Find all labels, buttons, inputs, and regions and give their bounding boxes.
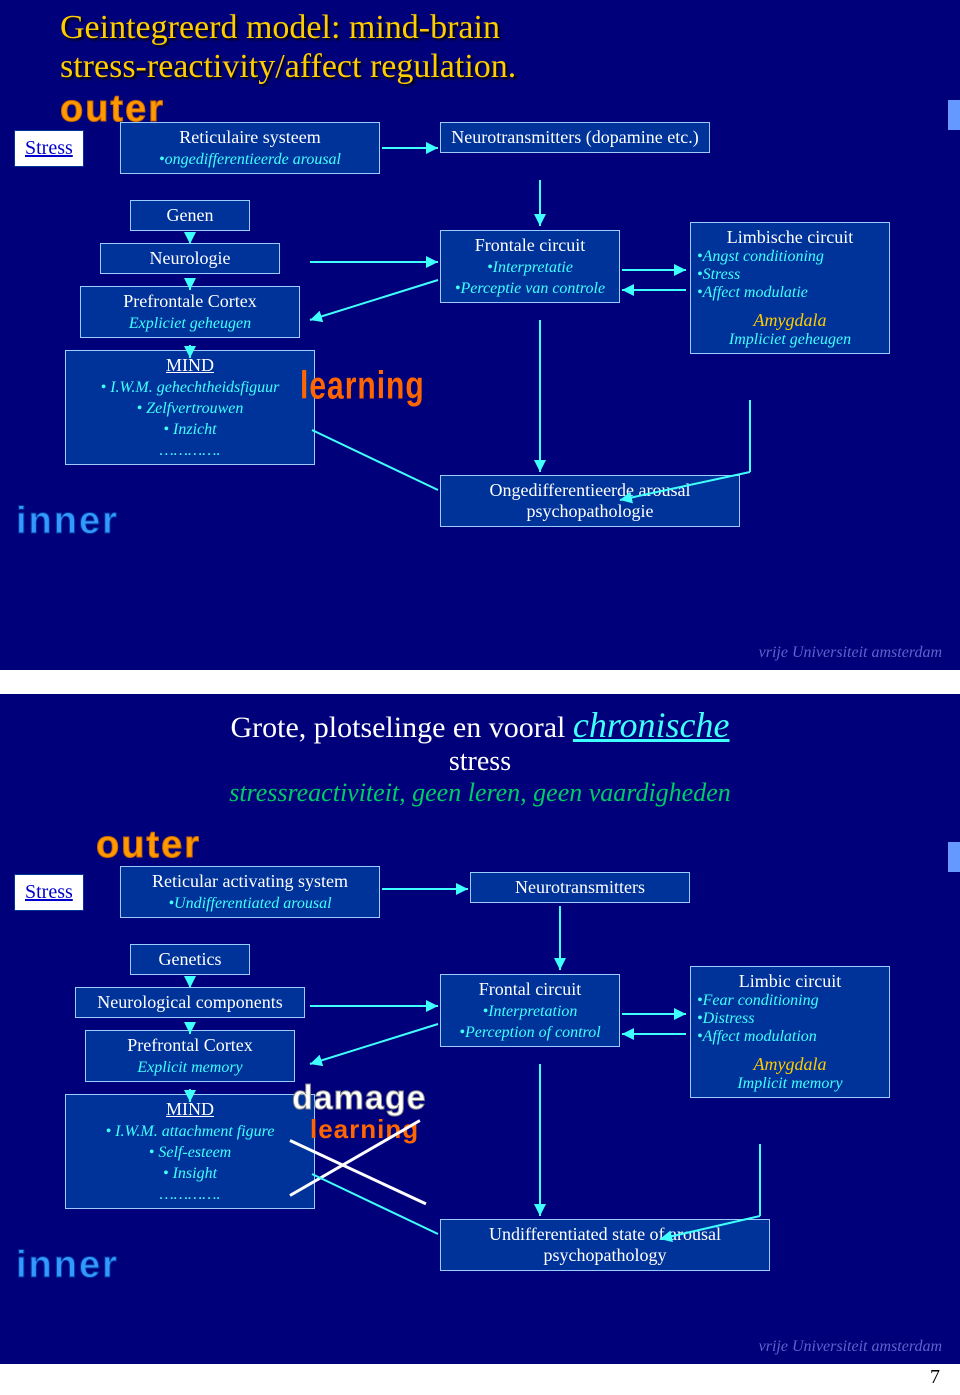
iwm-2: • I.W.M. attachment figure [106,1123,275,1140]
limbic-title: Limbische circuit [727,227,853,247]
reticular2-l2: •Undifferentiated arousal [168,895,331,912]
limbic-box: Limbische circuit •Angst conditioning •S… [690,222,890,354]
frontal2-b2: •Perception of control [459,1024,600,1041]
t2-chron: chronische [573,705,730,745]
right-accent-bar-2 [948,842,960,872]
genetics-box: Genetics [130,944,250,975]
right-accent-bar [948,100,960,130]
neurologie-box: Neurologie [100,243,280,274]
pfc-box: Prefrontale Cortex Expliciet geheugen [80,286,300,338]
outer-label-2: outer [96,824,201,867]
reticular-box: Reticulaire systeem •ongedifferentieerde… [120,122,380,174]
title-line2: stress-reactivity/affect regulation. [60,48,516,85]
mind-box-2: MIND • I.W.M. attachment figure • Self-e… [65,1094,315,1209]
limbic2-b2: •Distress [697,1010,883,1028]
inner-label: inner [16,500,119,543]
insight: • Inzicht [163,421,216,438]
page-number: 7 [930,1366,940,1389]
footer-logo: vrije Universiteit amsterdam [759,644,942,662]
t2-l1: Grote, plotselinge en vooral chronische [230,711,729,744]
frontal2-b1: •Interpretation [483,1003,578,1020]
title-line1: Geintegreerd model: mind-brain [60,9,500,46]
reticular-box-2: Reticular activating system •Undifferent… [120,866,380,918]
limbic-b3: •Affect modulatie [697,284,883,302]
slide-2: Grote, plotselinge en vooral chronische … [0,694,960,1364]
slide2-title: Grote, plotselinge en vooral chronische … [60,704,900,808]
implicit: Impliciet geheugen [697,331,883,349]
damage-label: damage [292,1079,427,1118]
neurotransmitters-box-2: Neurotransmitters [470,872,690,903]
iwm: • I.W.M. gehechtheidsfiguur [101,379,280,396]
pfc-l1: Prefrontale Cortex [123,291,256,311]
reticular-l1: Reticulaire systeem [179,127,320,147]
slide-1: Geintegreerd model: mind-brain stress-re… [0,0,960,670]
genen-box: Genen [130,200,250,231]
stress-box: Stress [14,130,84,167]
pfc2-l2: Explicit memory [137,1059,242,1076]
arousal-box: Ongedifferentieerde arousal psychopathol… [440,475,740,527]
limbic2-title: Limbic circuit [739,971,841,991]
left-stack-2: Genetics Neurological components Prefron… [60,944,320,1209]
amygdala: Amygdala [697,310,883,331]
learning-label: learning [300,365,425,409]
dots: …………. [160,442,221,459]
reticular2-l1: Reticular activating system [152,871,348,891]
t2-l1a: Grote, plotselinge en vooral [230,711,572,744]
frontal-b2: •Perceptie van controle [455,280,605,297]
pfc2-l1: Prefrontal Cortex [127,1035,252,1055]
mind-box: MIND • I.W.M. gehechtheidsfiguur • Zelfv… [65,350,315,465]
limbic2-b1: •Fear conditioning [697,992,883,1010]
amygdala-2: Amygdala [697,1054,883,1075]
implicit-2: Implicit memory [697,1075,883,1093]
limbic-box-2: Limbic circuit •Fear conditioning •Distr… [690,966,890,1098]
limbic-b1: •Angst conditioning [697,248,883,266]
frontal-box-2: Frontal circuit •Interpretation •Percept… [440,974,620,1047]
footer-logo-2: vrije Universiteit amsterdam [759,1338,942,1356]
pfc-box-2: Prefrontal Cortex Explicit memory [85,1030,295,1082]
mind-label: MIND [166,355,214,375]
t2-l2: stress [449,746,511,777]
t2-l3: stressreactiviteit, geen leren, geen vaa… [229,778,731,807]
inner-label-2: inner [16,1244,119,1287]
left-stack: Genen Neurologie Prefrontale Cortex Expl… [60,200,320,465]
insight-2: • Insight [163,1165,217,1182]
self-2: • Self-esteem [149,1144,231,1161]
slide1-title: Geintegreerd model: mind-brain stress-re… [60,8,516,86]
frontal2-title: Frontal circuit [479,979,581,999]
mind-label-2: MIND [166,1099,214,1119]
neurotransmitters-box: Neurotransmitters (dopamine etc.) [440,122,710,153]
frontal-b1: •Interpretatie [487,259,573,276]
dots-2: …………. [160,1186,221,1203]
neurocomp-box: Neurological components [75,987,305,1018]
pfc-l2: Expliciet geheugen [129,315,251,332]
arousal-box-2: Undifferentiated state of arousal psycho… [440,1219,770,1271]
limbic-b2: •Stress [697,266,883,284]
stress-box-2: Stress [14,874,84,911]
limbic2-b3: •Affect modulation [697,1028,883,1046]
frontal-box: Frontale circuit •Interpretatie •Percept… [440,230,620,303]
reticular-l2: •ongedifferentieerde arousal [159,151,341,168]
frontal-title: Frontale circuit [475,235,585,255]
self: • Zelfvertrouwen [137,400,244,417]
